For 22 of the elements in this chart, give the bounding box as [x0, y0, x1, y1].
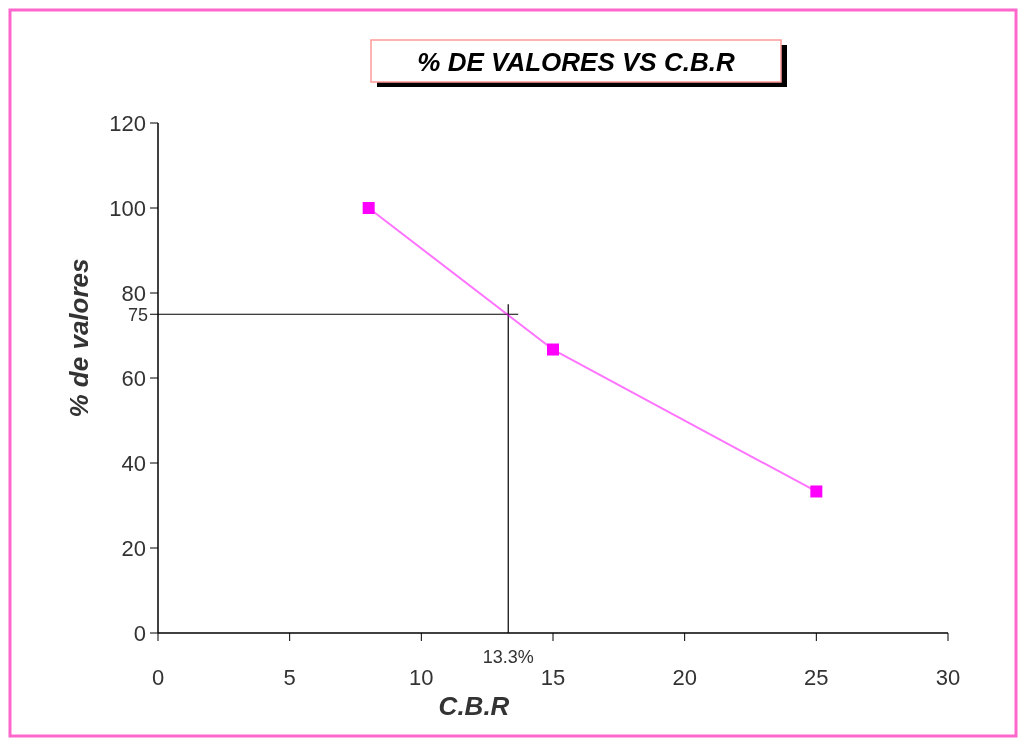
x-tick-label: 10 — [409, 665, 434, 690]
x-tick-label: 0 — [151, 665, 165, 690]
y-tick-label: 0 — [133, 621, 146, 646]
point — [362, 202, 375, 214]
y-tick-label: 40 — [121, 451, 146, 476]
point — [547, 343, 559, 356]
x-axis-title: C.B.R — [438, 691, 510, 721]
y-tick-label: 100 — [109, 196, 146, 221]
point — [810, 485, 823, 498]
y-tick-label: 60 — [121, 366, 146, 391]
x-tick-label: 25 — [804, 665, 829, 690]
x-tick-label: 30 — [935, 665, 961, 690]
x-tick-label: 20 — [672, 665, 697, 690]
y-tick-label: 120 — [109, 111, 146, 136]
x-tick-label: 15 — [540, 665, 566, 690]
chart-title: % DE VALORES VS C.B.R — [417, 47, 735, 77]
y-axis-title: % de valores — [64, 258, 94, 418]
y-tick-label: 20 — [121, 536, 146, 561]
y-tick-label: 80 — [121, 281, 146, 306]
ref-line-label: 13.3% — [482, 647, 534, 667]
ref-line-label: 75 — [127, 305, 148, 326]
x-tick-label: 5 — [283, 665, 296, 690]
